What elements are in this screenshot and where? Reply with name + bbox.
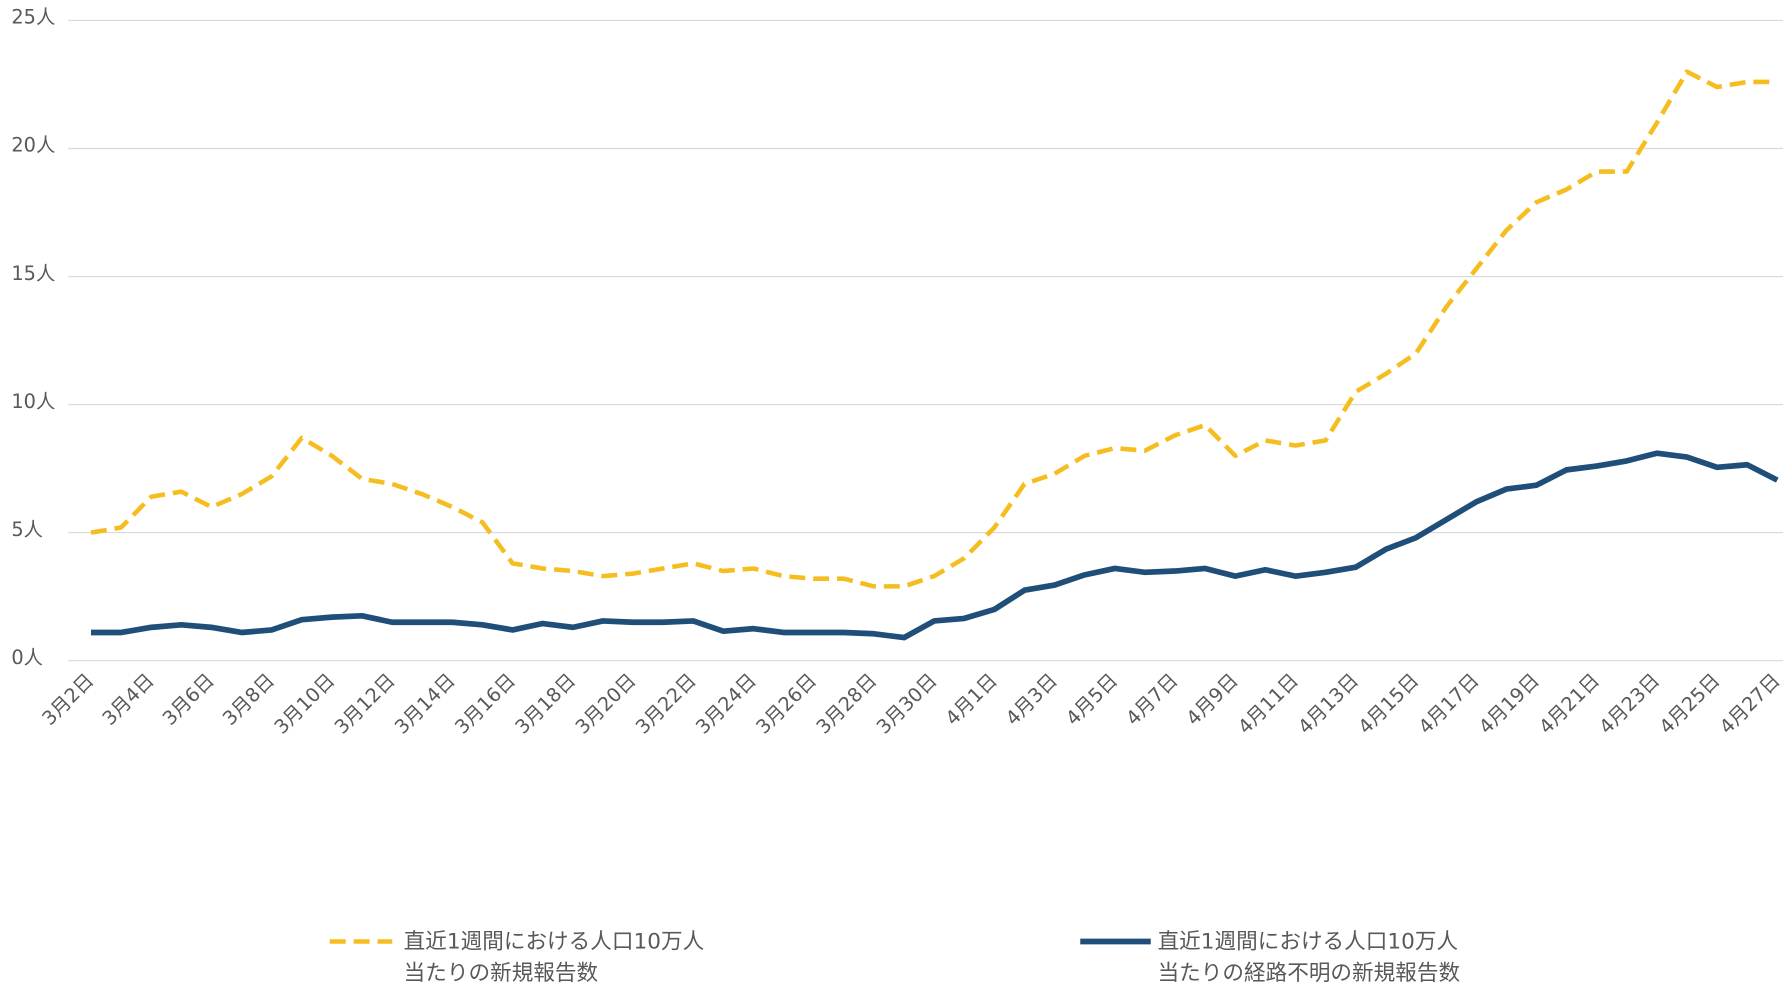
y-tick-label: 0人 bbox=[11, 646, 43, 669]
x-tick-label: 4月23日 bbox=[1595, 669, 1665, 739]
series-line bbox=[90, 69, 1778, 589]
y-tick-label: 25人 bbox=[11, 6, 55, 29]
x-tick-label: 3月22日 bbox=[631, 669, 701, 739]
x-tick-label: 3月28日 bbox=[812, 669, 882, 739]
x-tick-label: 4月5日 bbox=[1061, 669, 1122, 730]
x-tick-label: 4月19日 bbox=[1474, 669, 1544, 739]
x-tick-label: 4月21日 bbox=[1534, 669, 1604, 739]
x-tick-label: 3月20日 bbox=[571, 669, 641, 739]
x-tick-label: 3月30日 bbox=[872, 669, 942, 739]
legend-entry: 直近1週間における人口10万人 当たりの新規報告数 bbox=[403, 929, 705, 986]
legend-label: 直近1週間における人口10万人 当たりの新規報告数 bbox=[403, 929, 705, 986]
x-tick-label: 3月2日 bbox=[37, 669, 98, 730]
x-tick-label: 3月16日 bbox=[450, 669, 520, 739]
x-tick-label: 3月18日 bbox=[511, 669, 581, 739]
x-tick-label: 4月13日 bbox=[1293, 669, 1363, 739]
x-tick-label: 4月3日 bbox=[1001, 669, 1062, 730]
legend-label: 直近1週間における人口10万人 当たりの経路不明の新規報告数 bbox=[1157, 929, 1461, 986]
x-tick-label: 3月6日 bbox=[158, 669, 219, 730]
y-tick-label: 10人 bbox=[11, 390, 55, 413]
x-tick-label: 4月25日 bbox=[1655, 669, 1725, 739]
y-tick-label: 5人 bbox=[11, 518, 43, 541]
x-tick-label: 4月1日 bbox=[941, 669, 1002, 730]
y-tick-label: 20人 bbox=[11, 134, 55, 157]
x-tick-label: 4月11日 bbox=[1233, 669, 1303, 739]
x-tick-label: 3月24日 bbox=[691, 669, 761, 739]
x-tick-label: 4月27日 bbox=[1715, 669, 1783, 739]
y-tick-label: 15人 bbox=[11, 262, 55, 285]
legend-entry: 直近1週間における人口10万人 当たりの経路不明の新規報告数 bbox=[1157, 929, 1461, 986]
series-line bbox=[90, 450, 1779, 641]
x-tick-label: 4月17日 bbox=[1414, 669, 1484, 739]
x-tick-label: 4月15日 bbox=[1354, 669, 1424, 739]
x-tick-label: 3月4日 bbox=[98, 669, 159, 730]
x-tick-label: 3月12日 bbox=[330, 669, 400, 739]
x-tick-label: 4月7日 bbox=[1121, 669, 1182, 730]
x-tick-label: 3月10日 bbox=[270, 669, 340, 739]
x-tick-label: 3月26日 bbox=[751, 669, 821, 739]
x-tick-label: 3月14日 bbox=[390, 669, 460, 739]
